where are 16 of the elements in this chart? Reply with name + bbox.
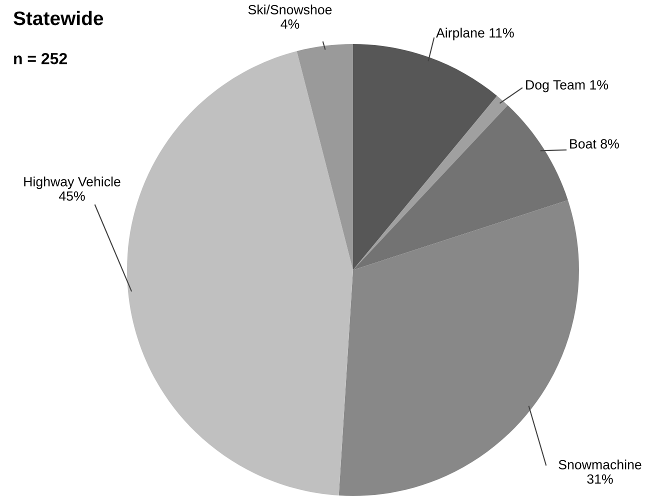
data-label: 31% (587, 474, 613, 484)
chart-title: Statewide (14, 10, 104, 26)
pie-slice (353, 96, 508, 270)
data-label: 45% (58, 191, 85, 201)
slice-label: Ski/Snowshoe (248, 4, 332, 14)
pie-slice (353, 105, 568, 270)
slice-label: Boat 8% (570, 139, 619, 149)
slice-label: Dog Team 1% (526, 80, 608, 92)
pie-slice (127, 51, 353, 496)
pie-slice (296, 44, 353, 270)
slice-label: Airplane 11% (436, 28, 514, 40)
pie-slice (353, 44, 498, 270)
slice-label: Snowmachine (558, 460, 642, 470)
slice-label: Highway Vehicle (24, 176, 120, 190)
data-label: 4% (280, 19, 300, 29)
text: n = 252 (14, 52, 67, 64)
